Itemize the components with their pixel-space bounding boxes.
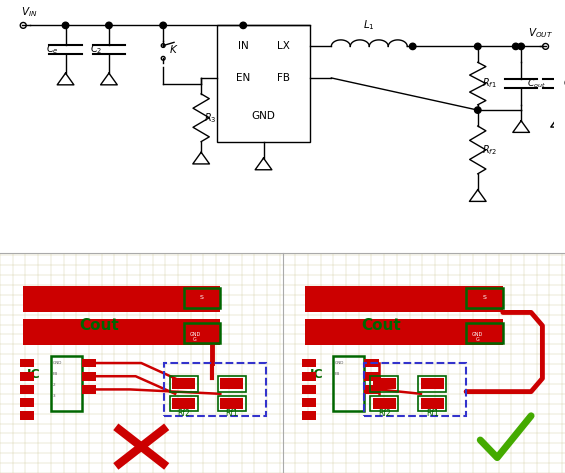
Bar <box>302 385 316 394</box>
Circle shape <box>160 22 167 28</box>
Bar <box>20 359 34 368</box>
Bar <box>373 378 396 389</box>
Bar <box>418 376 446 392</box>
Text: GND: GND <box>52 361 62 365</box>
Bar <box>466 288 503 308</box>
Bar <box>418 396 446 412</box>
Bar <box>23 286 220 313</box>
Bar <box>170 396 198 412</box>
Text: Rf2: Rf2 <box>378 409 390 418</box>
Circle shape <box>475 43 481 50</box>
Text: Rf1: Rf1 <box>225 409 238 418</box>
Bar <box>51 357 82 412</box>
Text: Cout: Cout <box>362 318 401 333</box>
Text: $R_3$: $R_3$ <box>204 111 216 125</box>
Bar <box>370 376 398 392</box>
Text: $K$: $K$ <box>168 43 178 55</box>
Text: $R_{f1}$: $R_{f1}$ <box>482 77 497 90</box>
Bar <box>466 324 503 343</box>
Text: S: S <box>200 295 204 299</box>
Text: G: G <box>476 337 479 342</box>
Text: $R_{f2}$: $R_{f2}$ <box>482 143 497 157</box>
Text: GND: GND <box>334 361 344 365</box>
Bar <box>172 378 195 389</box>
Text: S: S <box>483 295 486 299</box>
Text: $L_1$: $L_1$ <box>363 18 375 32</box>
Text: 3: 3 <box>52 394 55 398</box>
Text: $C_4$: $C_4$ <box>563 77 565 90</box>
Text: IC: IC <box>27 368 41 380</box>
Text: GND: GND <box>472 332 483 337</box>
Bar <box>421 378 444 389</box>
Text: FB: FB <box>52 372 58 376</box>
Bar <box>302 398 316 407</box>
Bar <box>370 396 398 412</box>
Circle shape <box>518 43 524 50</box>
Bar <box>218 376 246 392</box>
Text: GND: GND <box>251 112 276 122</box>
Text: $C_2$: $C_2$ <box>90 43 102 56</box>
Bar <box>218 26 310 142</box>
Bar <box>20 385 34 394</box>
Bar <box>302 359 316 368</box>
Bar <box>220 398 243 409</box>
Text: $V_{OUT}$: $V_{OUT}$ <box>528 26 553 40</box>
Text: $V_{IN}$: $V_{IN}$ <box>21 5 37 19</box>
Circle shape <box>512 43 519 50</box>
Text: IC: IC <box>310 368 323 380</box>
Bar <box>20 412 34 420</box>
Text: Rf2: Rf2 <box>177 409 190 418</box>
Text: $C_e$: $C_e$ <box>46 43 59 56</box>
Circle shape <box>475 107 481 114</box>
Text: IN: IN <box>238 42 249 52</box>
Text: Rf1: Rf1 <box>426 409 438 418</box>
Bar <box>333 357 364 412</box>
Bar <box>23 319 220 345</box>
Bar <box>82 359 96 368</box>
Text: FB: FB <box>277 73 290 83</box>
Text: Cout: Cout <box>79 318 119 333</box>
Text: G: G <box>193 337 197 342</box>
Bar <box>218 396 246 412</box>
Bar <box>220 378 243 389</box>
Circle shape <box>240 22 246 28</box>
Bar <box>302 372 316 381</box>
Text: LX: LX <box>277 42 290 52</box>
Text: EN: EN <box>236 73 250 83</box>
Bar <box>82 385 96 394</box>
Text: GND: GND <box>189 332 201 337</box>
Bar <box>364 363 466 416</box>
Circle shape <box>410 43 416 50</box>
Bar <box>305 319 503 345</box>
Bar <box>172 398 195 409</box>
Bar <box>421 398 444 409</box>
Bar <box>82 372 96 381</box>
Circle shape <box>106 22 112 28</box>
Text: 2: 2 <box>52 383 55 387</box>
Bar <box>305 286 503 313</box>
Bar <box>373 398 396 409</box>
Circle shape <box>62 22 69 28</box>
Bar <box>170 376 198 392</box>
Text: FB: FB <box>334 372 340 376</box>
Bar <box>364 385 379 394</box>
Bar <box>20 398 34 407</box>
Bar <box>164 363 266 416</box>
Text: $C_{out}$: $C_{out}$ <box>527 77 545 90</box>
Bar <box>364 359 379 368</box>
Bar <box>184 288 220 308</box>
Bar <box>364 372 379 381</box>
Bar <box>20 372 34 381</box>
Bar <box>184 324 220 343</box>
Bar <box>302 412 316 420</box>
